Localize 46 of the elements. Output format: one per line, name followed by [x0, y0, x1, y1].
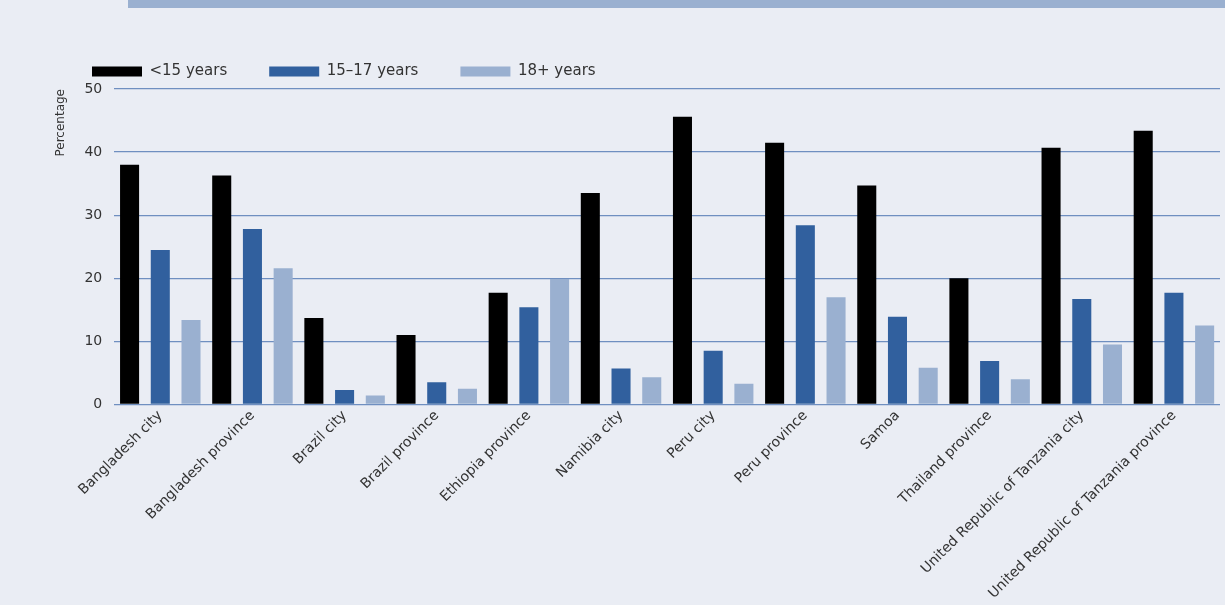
bar [642, 377, 662, 404]
bar [857, 185, 877, 404]
bar [488, 292, 508, 404]
bar [1010, 379, 1030, 404]
y-tick-label: 0 [93, 395, 103, 412]
y-tick-label: 40 [84, 142, 103, 159]
y-tick-label: 20 [84, 268, 103, 285]
bar [457, 388, 477, 404]
bar [273, 268, 293, 404]
bar [795, 225, 815, 404]
legend-label: 18+ years [517, 61, 596, 80]
bar [550, 278, 570, 404]
y-axis-title: Percentage [53, 89, 68, 157]
legend-label: <15 years [149, 61, 228, 80]
bar [826, 297, 846, 404]
bar [427, 382, 447, 404]
bar [765, 142, 785, 404]
bar [304, 318, 324, 404]
bar [611, 368, 631, 404]
bar [703, 350, 723, 404]
bar [335, 389, 355, 404]
legend-label: 15–17 years [326, 61, 419, 80]
bar [1072, 299, 1092, 404]
bar [1195, 325, 1215, 404]
bar [949, 278, 969, 404]
bar [1133, 130, 1153, 404]
bar [580, 193, 600, 404]
bar [150, 249, 170, 404]
bar [212, 175, 232, 404]
bar [120, 164, 140, 404]
bar [181, 319, 201, 404]
y-tick-label: 30 [84, 205, 103, 222]
bar [396, 335, 416, 404]
y-tick-label: 50 [84, 79, 103, 96]
bar [887, 316, 907, 404]
bar [918, 367, 938, 404]
bar [1041, 147, 1061, 404]
bar [672, 116, 692, 404]
bar [519, 307, 539, 404]
bar [365, 395, 385, 404]
bar [734, 383, 754, 404]
bar [980, 360, 1000, 404]
bar [1164, 292, 1184, 404]
y-tick-label: 10 [84, 332, 103, 348]
bar [1102, 344, 1123, 404]
bar [242, 229, 262, 404]
